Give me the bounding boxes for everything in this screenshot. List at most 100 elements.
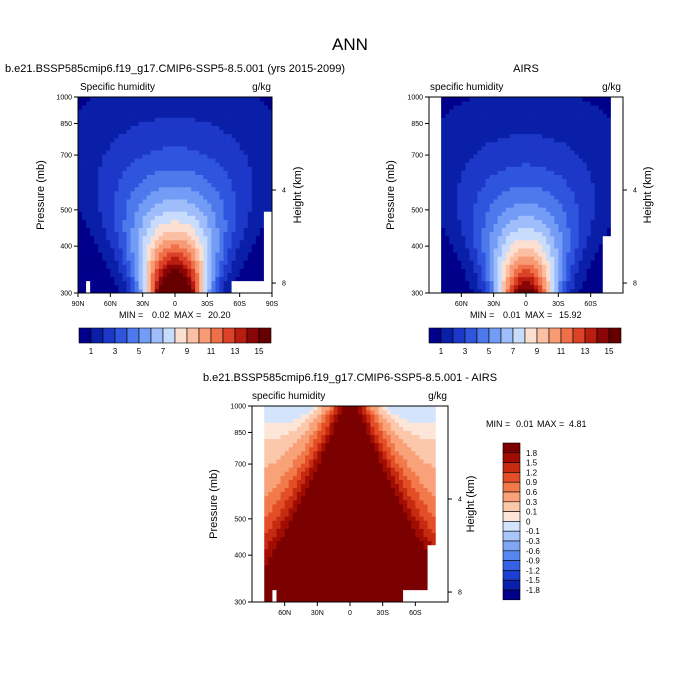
contour-cell xyxy=(134,219,140,224)
contour-cell xyxy=(489,211,495,216)
contour-cell xyxy=(252,487,257,493)
contour-cell xyxy=(239,231,245,237)
contour-cell xyxy=(86,141,91,147)
contour-cell xyxy=(215,280,220,286)
contour-cell xyxy=(473,199,478,204)
contour-cell xyxy=(562,260,567,265)
contour-cell xyxy=(78,186,83,192)
contour-cell xyxy=(86,235,91,241)
panel-obs-title: AIRS xyxy=(513,63,539,75)
contour-cell xyxy=(521,203,527,208)
contour-cell xyxy=(251,264,257,269)
contour-cell xyxy=(594,178,600,184)
contour-cell xyxy=(211,244,216,249)
contour-cell xyxy=(227,276,232,282)
contour-cell xyxy=(170,248,176,253)
contour-cell xyxy=(235,105,241,110)
contour-cell xyxy=(465,276,470,282)
contour-cell xyxy=(150,117,156,122)
contour-cell xyxy=(517,186,523,192)
contour-cell xyxy=(260,581,265,587)
contour-cell xyxy=(517,239,523,245)
contour-cell xyxy=(215,170,220,175)
contour-cell xyxy=(264,455,269,460)
contour-cell xyxy=(606,133,612,139)
contour-cell xyxy=(268,585,273,591)
contour-cell xyxy=(594,195,600,200)
contour-cell xyxy=(493,141,499,147)
contour-cell xyxy=(78,141,83,147)
contour-cell xyxy=(252,593,257,599)
contour-cell xyxy=(614,150,620,155)
contour-cell xyxy=(453,178,458,184)
contour-cell xyxy=(264,459,269,464)
contour-cell xyxy=(598,276,604,282)
contour-cell xyxy=(94,166,99,171)
contour-cell xyxy=(260,487,265,493)
contour-cell xyxy=(264,565,269,570)
contour-cell xyxy=(449,154,454,159)
contour-cell xyxy=(183,268,188,273)
contour-cell xyxy=(162,195,168,200)
colorbar-swatch xyxy=(90,327,104,344)
contour-cell xyxy=(477,203,482,208)
contour-cell xyxy=(566,129,571,135)
contour-cell xyxy=(606,97,612,102)
contour-cell xyxy=(268,475,273,480)
contour-cell xyxy=(606,215,612,220)
contour-cell xyxy=(235,174,241,180)
contour-cell xyxy=(191,141,196,147)
contour-cell xyxy=(211,174,216,180)
contour-cell xyxy=(146,268,152,273)
contour-cell xyxy=(122,219,127,224)
contour-cell xyxy=(538,264,543,269)
contour-cell xyxy=(227,203,232,208)
contour-cell xyxy=(268,569,273,574)
contour-cell xyxy=(481,268,486,273)
contour-cell xyxy=(239,211,245,216)
contour-cell xyxy=(203,113,208,118)
contour-cell xyxy=(122,268,127,273)
contour-cell xyxy=(130,121,135,126)
contour-cell xyxy=(183,288,188,294)
contour-cell xyxy=(449,223,454,229)
contour-cell xyxy=(618,166,624,171)
contour-cell xyxy=(166,235,172,241)
contour-cell xyxy=(542,256,547,261)
contour-cell xyxy=(90,199,95,204)
contour-cell xyxy=(247,195,253,200)
contour-cell xyxy=(606,117,612,122)
contour-cell xyxy=(146,109,152,114)
contour-cell xyxy=(526,260,531,265)
contour-cell xyxy=(203,207,208,212)
contour-cell xyxy=(260,544,265,550)
contour-cell xyxy=(260,524,265,529)
contour-cell xyxy=(231,211,237,216)
contour-cell xyxy=(78,133,83,139)
contour-cell xyxy=(227,146,232,151)
contour-cell xyxy=(211,162,216,167)
contour-cell xyxy=(477,280,482,286)
contour-cell xyxy=(513,203,519,208)
contour-cell xyxy=(146,129,152,135)
contour-cell xyxy=(473,186,478,192)
contour-cell xyxy=(489,276,495,282)
contour-cell xyxy=(82,182,87,188)
contour-cell xyxy=(150,252,156,257)
contour-cell xyxy=(267,203,273,208)
contour-cell xyxy=(505,211,511,216)
colorbar-label: 5 xyxy=(137,347,142,356)
contour-cell xyxy=(134,113,140,118)
contour-cell xyxy=(449,170,454,175)
contour-cell xyxy=(199,235,204,241)
colorbar-swatch xyxy=(198,327,212,344)
contour-cell xyxy=(618,121,624,126)
contour-cell xyxy=(243,252,249,257)
contour-cell xyxy=(586,101,592,106)
contour-cell xyxy=(203,280,208,286)
contour-cell xyxy=(578,195,583,200)
contour-cell xyxy=(489,223,495,229)
contour-cell xyxy=(461,268,466,273)
contour-cell xyxy=(566,97,571,102)
contour-cell xyxy=(207,199,212,204)
